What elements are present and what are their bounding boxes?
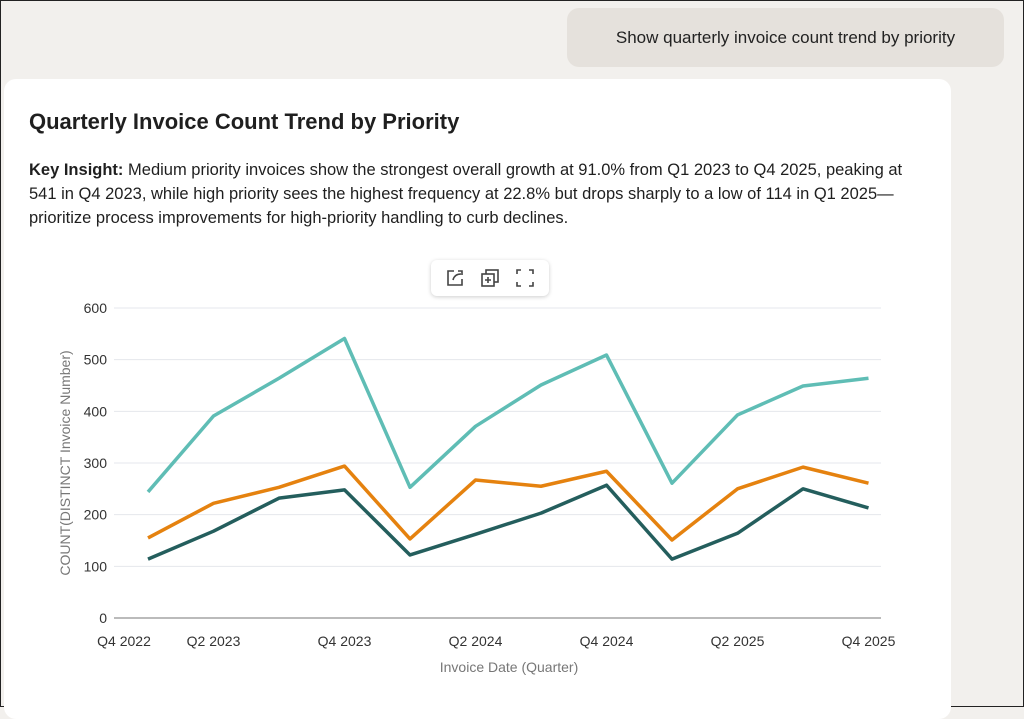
series-line-1 [147, 464, 869, 542]
x-tick-label: Q2 2025 [711, 633, 765, 649]
series-line-0 [146, 336, 869, 494]
insight-text: Medium priority invoices show the strong… [29, 161, 903, 227]
insight-label: Key Insight: [29, 161, 124, 179]
y-tick-label: 600 [84, 300, 108, 316]
x-axis-title: Invoice Date (Quarter) [440, 659, 579, 675]
share-icon[interactable] [443, 266, 467, 290]
y-tick-label: 500 [84, 352, 108, 368]
x-tick-label: Q4 2025 [842, 633, 896, 649]
user-message-text: Show quarterly invoice count trend by pr… [615, 27, 956, 47]
y-tick-label: 200 [84, 507, 108, 523]
x-tick-label: Q4 2024 [580, 633, 634, 649]
y-axis-title: COUNT(DISTINCT Invoice Number) [57, 350, 73, 575]
chart-card: Quarterly Invoice Count Trend by Priorit… [4, 79, 951, 719]
y-tick-label: 400 [84, 403, 108, 419]
x-tick-label: Q4 2023 [318, 633, 372, 649]
chart-title: Quarterly Invoice Count Trend by Priorit… [29, 109, 460, 134]
y-tick-label: 0 [99, 610, 107, 626]
y-tick-label: 100 [84, 558, 108, 574]
chart-toolbar [431, 260, 549, 296]
x-tick-label: Q2 2023 [187, 633, 241, 649]
x-tick-label: Q2 2024 [449, 633, 503, 649]
series-line-2 [147, 483, 869, 561]
x-tick-label: Q4 2022 [97, 633, 151, 649]
key-insight: Key Insight: Medium priority invoices sh… [29, 158, 929, 230]
y-tick-label: 300 [84, 455, 108, 471]
duplicate-icon[interactable] [478, 266, 502, 290]
fullscreen-icon[interactable] [513, 266, 537, 290]
line-chart: 0 100 200 300 400 500 600 Q4 2022 Q2 2023 Q4 2023… [57, 300, 896, 675]
user-message-bubble: Show quarterly invoice count trend by pr… [567, 8, 1004, 67]
